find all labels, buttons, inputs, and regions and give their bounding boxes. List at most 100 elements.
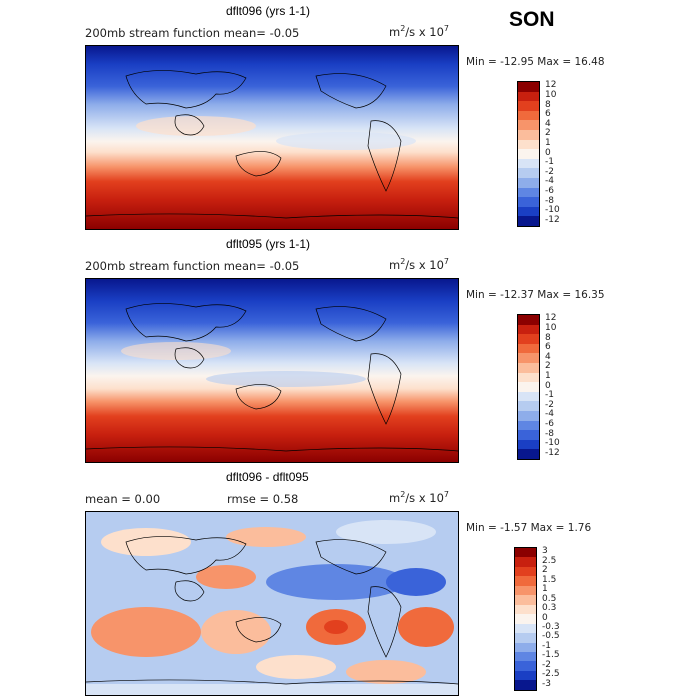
panel2-title: dflt095 (yrs 1-1)	[226, 237, 311, 251]
colorbar-tick-label: 12	[545, 313, 557, 324]
panel2-units: m2/s x 107	[389, 257, 450, 272]
colorbar-segment	[518, 439, 539, 450]
panel2-subtitle: 200mb stream function mean= -0.05	[85, 259, 300, 273]
colorbar-tick-label: -1	[545, 390, 554, 401]
panel3-colorbar-labels: 3 2.5 2 1.5 1 0.5 0.3 0 -0.3 -0.5 -1 -1.5 -2 -2.5 -3	[542, 547, 582, 689]
colorbar-segment	[518, 177, 539, 188]
colorbar-tick-label: 12	[545, 80, 557, 91]
colorbar-segment	[518, 324, 539, 335]
colorbar-tick-label: 3	[542, 546, 548, 557]
colorbar-segment	[515, 614, 536, 624]
colorbar-segment	[515, 604, 536, 615]
panel1-map	[85, 45, 459, 230]
colorbar-tick-label: -10	[545, 205, 560, 216]
colorbar-tick-label: 1.5	[542, 574, 557, 585]
panel3-map	[85, 511, 459, 696]
colorbar-segment	[518, 430, 539, 440]
colorbar-tick-label: 2	[545, 361, 551, 372]
colorbar-segment	[518, 206, 539, 217]
colorbar-tick-label: -8	[545, 428, 554, 439]
colorbar-tick-label: 2	[542, 565, 548, 576]
colorbar-segment	[518, 91, 539, 102]
colorbar-segment	[518, 216, 539, 226]
colorbar-tick-label: -10	[545, 438, 560, 449]
colorbar-segment	[515, 642, 536, 652]
colorbar-segment	[515, 595, 536, 605]
colorbar-segment	[518, 410, 539, 421]
colorbar-tick-label: 8	[545, 332, 551, 343]
colorbar-segment	[515, 661, 536, 671]
colorbar-segment	[518, 382, 539, 392]
panel3-mean: mean = 0.00	[85, 492, 161, 506]
colorbar-tick-label: -1	[542, 640, 551, 651]
colorbar-tick-label: -6	[545, 185, 554, 196]
colorbar-tick-label: -2	[545, 166, 554, 177]
colorbar-segment	[518, 362, 539, 373]
colorbar-segment	[518, 372, 539, 383]
panel3-minmax: Min = -1.57 Max = 1.76	[466, 522, 592, 534]
colorbar-tick-label: 1	[542, 584, 548, 595]
panel2-minmax: Min = -12.37 Max = 16.35	[466, 289, 605, 301]
panel2-colorbar	[517, 314, 540, 460]
colorbar-segment	[515, 557, 536, 567]
colorbar-tick-label: -3	[542, 678, 551, 689]
panel3-colorbar	[514, 547, 537, 691]
colorbar-tick-label: 2	[545, 128, 551, 139]
colorbar-segment	[515, 651, 536, 662]
colorbar-segment	[518, 197, 539, 207]
colorbar-segment	[518, 401, 539, 411]
colorbar-tick-label: 0.5	[542, 593, 557, 604]
colorbar-tick-label: 2.5	[542, 555, 557, 566]
colorbar-segment	[515, 548, 536, 558]
colorbar-segment	[515, 576, 536, 586]
panel2-colorbar-labels: 12 10 8 6 4 2 1 0 -1 -2 -4 -6 -8 -10 -12	[545, 314, 585, 458]
panel1-units: m2/s x 107	[389, 24, 450, 39]
colorbar-tick-label: -2	[542, 659, 551, 670]
colorbar-segment	[518, 110, 539, 121]
colorbar-tick-label: -2	[545, 399, 554, 410]
colorbar-segment	[518, 449, 539, 459]
panel3-rmse: rmse = 0.58	[227, 492, 299, 506]
panel2-map	[85, 278, 459, 463]
colorbar-segment	[518, 120, 539, 130]
colorbar-segment	[518, 391, 539, 402]
colorbar-segment	[518, 420, 539, 431]
colorbar-tick-label: 0.3	[542, 603, 557, 614]
colorbar-segment	[518, 353, 539, 363]
colorbar-segment	[515, 670, 536, 681]
colorbar-segment	[518, 139, 539, 150]
colorbar-segment	[518, 315, 539, 325]
colorbar-segment	[518, 82, 539, 92]
colorbar-tick-label: 0	[545, 147, 551, 158]
colorbar-tick-label: -2.5	[542, 669, 560, 680]
panel1-colorbar-labels: 12 10 8 6 4 2 1 0 -1 -2 -4 -6 -8 -10 -12	[545, 81, 585, 225]
colorbar-segment	[518, 158, 539, 169]
panel1-colorbar	[517, 81, 540, 227]
panel1-title: dflt096 (yrs 1-1)	[226, 4, 311, 18]
colorbar-tick-label: 10	[545, 89, 557, 100]
colorbar-segment	[518, 149, 539, 159]
colorbar-segment	[518, 334, 539, 344]
colorbar-tick-label: 6	[545, 109, 551, 120]
colorbar-tick-label: -1	[545, 157, 554, 168]
colorbar-segment	[518, 343, 539, 354]
colorbar-tick-label: -0.5	[542, 631, 560, 642]
panel3-title: dflt096 - dflt095	[226, 470, 309, 484]
colorbar-tick-label: 1	[545, 370, 551, 381]
colorbar-segment	[515, 623, 536, 634]
colorbar-segment	[515, 566, 536, 577]
panel3-units: m2/s x 107	[389, 490, 450, 505]
panel1-minmax: Min = -12.95 Max = 16.48	[466, 56, 605, 68]
season-label: SON	[509, 8, 555, 31]
colorbar-tick-label: -1.5	[542, 650, 560, 661]
colorbar-segment	[515, 585, 536, 596]
colorbar-tick-label: -8	[545, 195, 554, 206]
colorbar-segment	[515, 680, 536, 690]
colorbar-tick-label: 10	[545, 322, 557, 333]
colorbar-segment	[515, 633, 536, 643]
colorbar-tick-label: -6	[545, 418, 554, 429]
colorbar-segment	[518, 187, 539, 198]
colorbar-segment	[518, 168, 539, 178]
colorbar-tick-label: -12	[545, 214, 560, 225]
colorbar-tick-label: 6	[545, 342, 551, 353]
